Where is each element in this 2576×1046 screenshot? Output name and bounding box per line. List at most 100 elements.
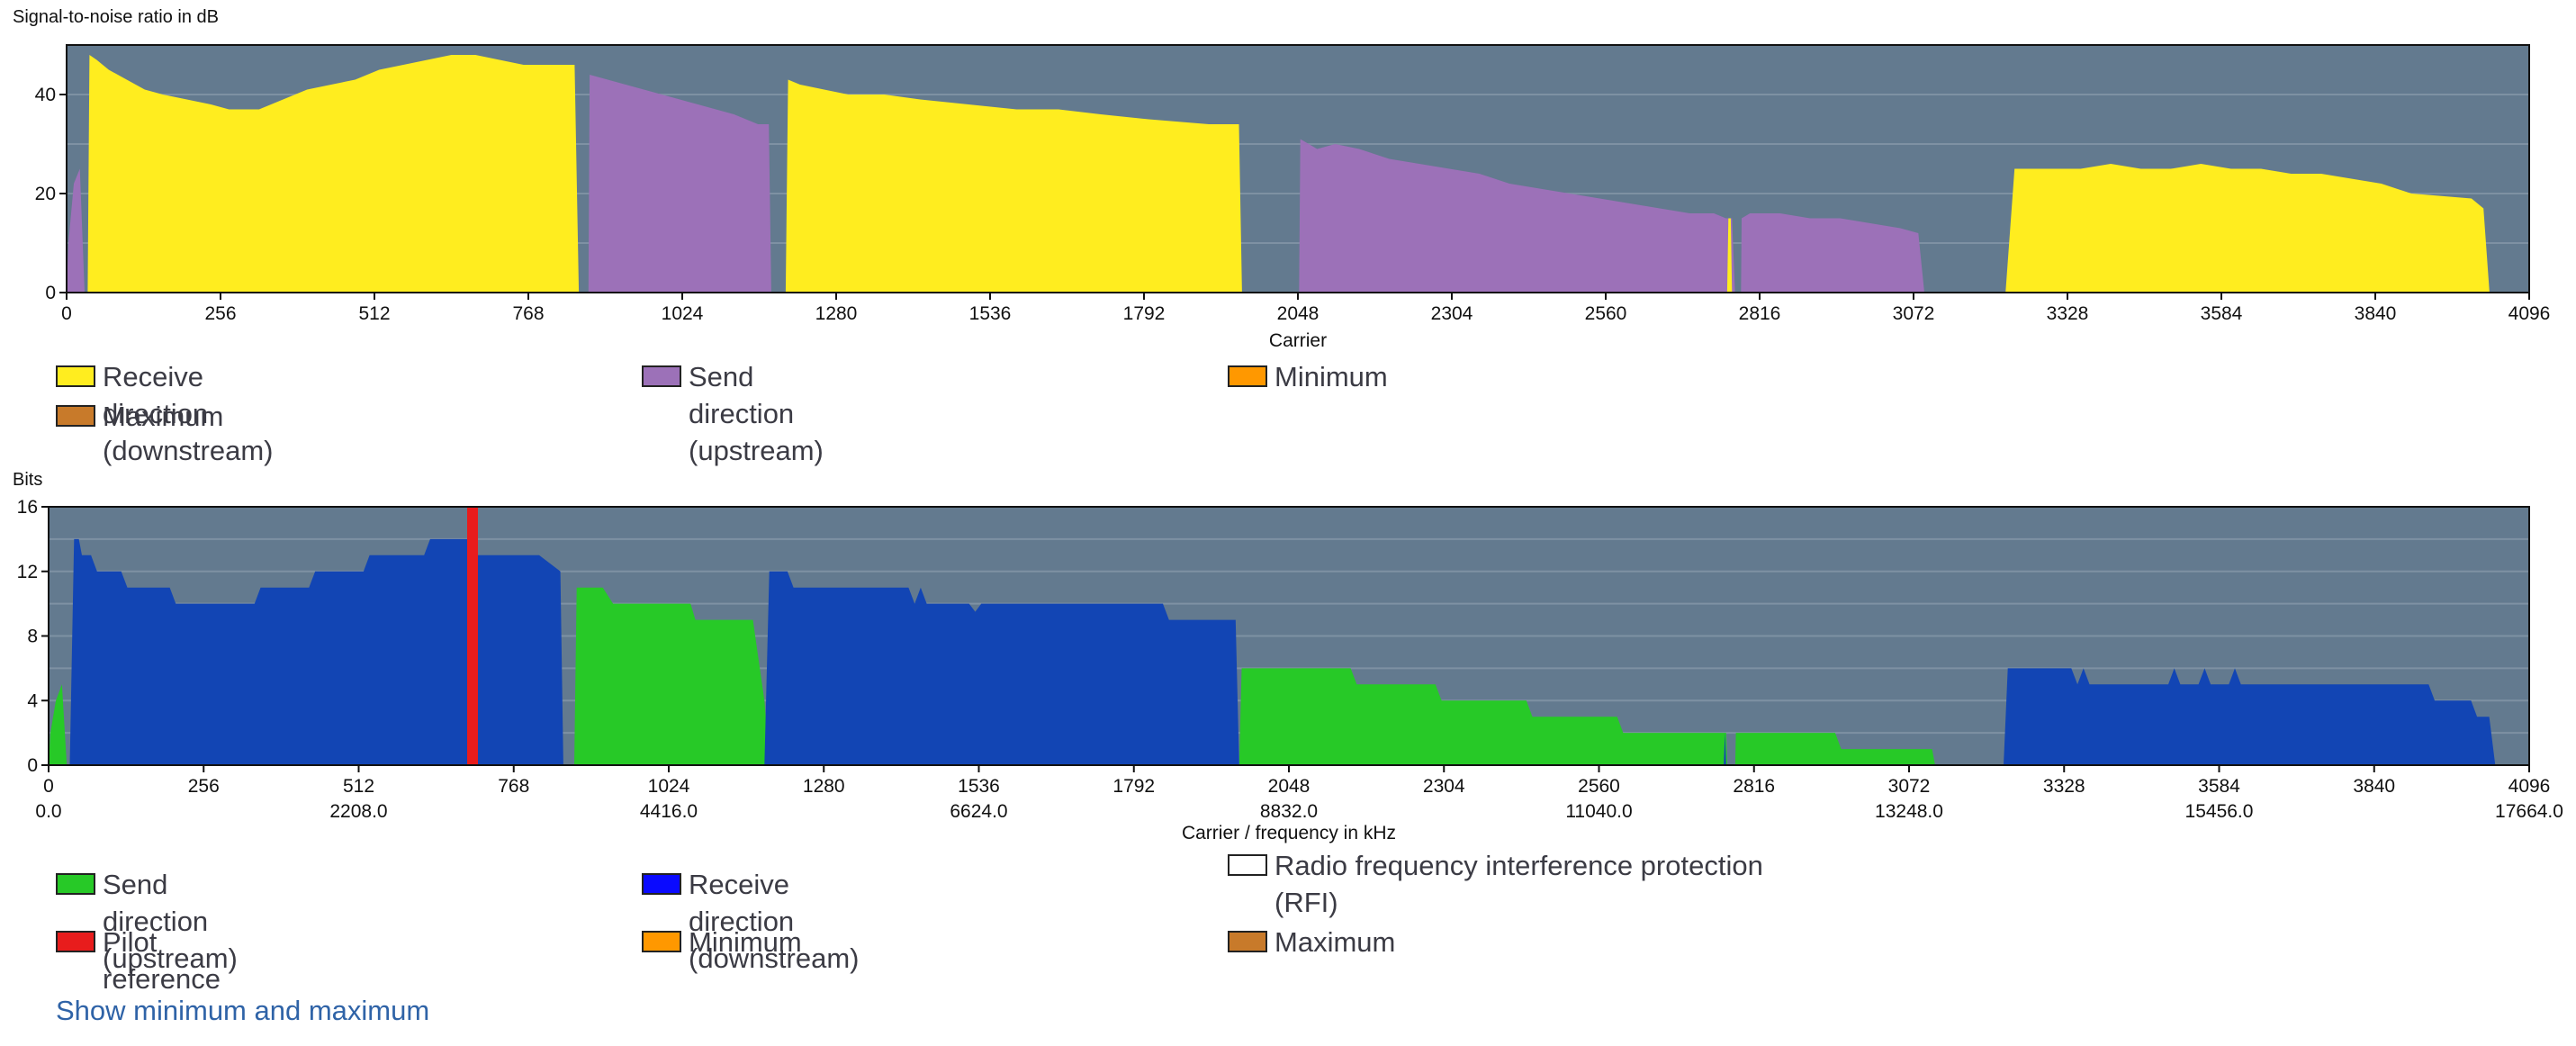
x-tick-label: 2048 [1268,776,1311,797]
y-tick-label: 16 [17,497,38,518]
x-tick-label: 1536 [969,303,1012,324]
x-tick-freq-label: 2208.0 [329,801,387,822]
y-tick-label: 4 [27,690,38,711]
legend-label: Radio frequency interference protection … [1274,850,1763,918]
x-tick-label: 2304 [1423,776,1465,797]
x-tick-label: 2816 [1739,303,1781,324]
x-tick-label: 3840 [2353,776,2395,797]
y-tick-label: 20 [35,184,56,204]
snr-legend-item-0: Receive direction (downstream) [56,358,274,469]
legend-label: Maximum [1274,926,1396,958]
legend-swatch-icon [56,365,95,387]
snr-legend-item-2: Minimum [1228,358,1388,395]
legend-swatch-icon [56,405,95,427]
y-tick-label: 0 [45,283,56,303]
series-area-0-3 [1734,733,1935,765]
snr-chart-title: Signal-to-noise ratio in dB [13,7,220,27]
x-tick-label: 512 [343,776,374,797]
legend-label: Receive direction (downstream) [689,869,860,974]
series-area-1-3 [2004,668,2496,765]
x-tick-freq-label: 13248.0 [1875,801,1943,822]
legend-label: Pilot reference [103,926,221,995]
y-tick-label: 12 [17,562,38,582]
legend-label: Receive direction (downstream) [103,361,274,466]
legend-swatch-icon [642,365,681,387]
x-tick-label: 3584 [2198,776,2240,797]
legend-swatch-icon [1228,854,1267,876]
x-tick-label: 3072 [1893,303,1935,324]
x-tick-label: 2048 [1277,303,1320,324]
legend-swatch-icon [1228,365,1267,387]
x-tick-label: 768 [498,776,529,797]
snr-legend-item-1: Send direction (upstream) [642,358,824,469]
series-area-1-1 [764,571,1239,765]
x-tick-label: 3840 [2355,303,2397,324]
x-tick-freq-label: 17664.0 [2495,801,2563,822]
bits-legend-item-5: Maximum [1228,924,1395,960]
bits-chart-title: Bits [13,470,43,490]
legend-swatch-icon [1228,931,1267,952]
x-tick-label: 3328 [2043,776,2085,797]
x-tick-label: 2560 [1585,303,1627,324]
snr-chart: 0 20 40 0 256 512 768 1024 1280 1536 1792 2048 2304 2… [35,44,2551,351]
x-tick-label: 256 [204,303,236,324]
legend-swatch-icon [56,873,95,895]
x-tick-label: 512 [358,303,390,324]
x-axis-label: Carrier / frequency in kHz [1182,823,1396,843]
legend-label: Maximum [103,401,224,432]
legend-label: Minimum [1274,361,1388,392]
legend-swatch-icon [642,873,681,895]
x-tick-freq-label: 11040.0 [1565,801,1632,822]
series-area-0-2 [1299,139,1735,293]
series-area-1-1 [785,79,1242,293]
x-tick-label: 3328 [2047,303,2089,324]
series-area-0-1 [574,587,770,765]
legend-swatch-icon [56,931,95,952]
x-tick-label: 0 [43,776,54,797]
x-tick-label: 1280 [815,303,858,324]
x-tick-label: 3584 [2201,303,2243,324]
x-tick-label: 1536 [958,776,1000,797]
series-area-1-3 [2005,164,2490,293]
series-area-0-0 [49,684,68,765]
legend-label: Send direction (upstream) [689,361,824,466]
x-tick-freq-label: 4416.0 [640,801,698,822]
show-min-max-link[interactable]: Show minimum and maximum [56,995,430,1026]
x-tick-label: 768 [512,303,544,324]
snr-legend-item-3: Maximum [56,398,223,435]
legend-label: Minimum [689,926,802,958]
x-tick-freq-label: 15456.0 [2185,801,2254,822]
x-tick-label: 4096 [2508,303,2551,324]
legend-label: Send direction (upstream) [103,869,238,974]
legend-swatch-icon [642,931,681,952]
series-area-1-0 [87,55,580,293]
x-tick-label: 0 [61,303,72,324]
x-tick-label: 1024 [648,776,690,797]
x-tick-label: 3072 [1888,776,1931,797]
x-tick-freq-label: 8832.0 [1260,801,1318,822]
bits-legend-item-0: Send direction (upstream) [56,866,238,977]
series-area-1-0 [69,538,563,765]
y-tick-label: 0 [27,755,38,776]
x-tick-label: 1792 [1112,776,1155,797]
y-tick-label: 8 [27,627,38,647]
bits-chart: 0 4 8 12 16 0 256 512 768 1024 1280 1536 1792 2048 230… [17,497,2563,843]
bits-legend-item-4: Minimum [642,924,802,960]
x-tick-freq-label: 0.0 [35,801,61,822]
series-area-0-3 [1741,213,1924,293]
x-tick-label: 4096 [2508,776,2551,797]
y-tick-label: 40 [35,85,56,105]
x-tick-label: 2304 [1431,303,1473,324]
x-axis-label: Carrier [1269,330,1327,351]
x-tick-label: 2560 [1578,776,1620,797]
bits-legend-item-2: Radio frequency interference protection … [1228,847,1786,921]
x-tick-label: 1792 [1123,303,1166,324]
series-area-0-1 [588,75,771,293]
bits-legend-item-1: Receive direction (downstream) [642,866,860,977]
bits-legend-item-3: Pilot reference [56,924,221,997]
x-tick-label: 2816 [1733,776,1775,797]
x-tick-label: 1024 [662,303,704,324]
x-tick-freq-label: 6624.0 [950,801,1007,822]
x-tick-label: 1280 [803,776,845,797]
series-area-0-0 [67,168,85,293]
